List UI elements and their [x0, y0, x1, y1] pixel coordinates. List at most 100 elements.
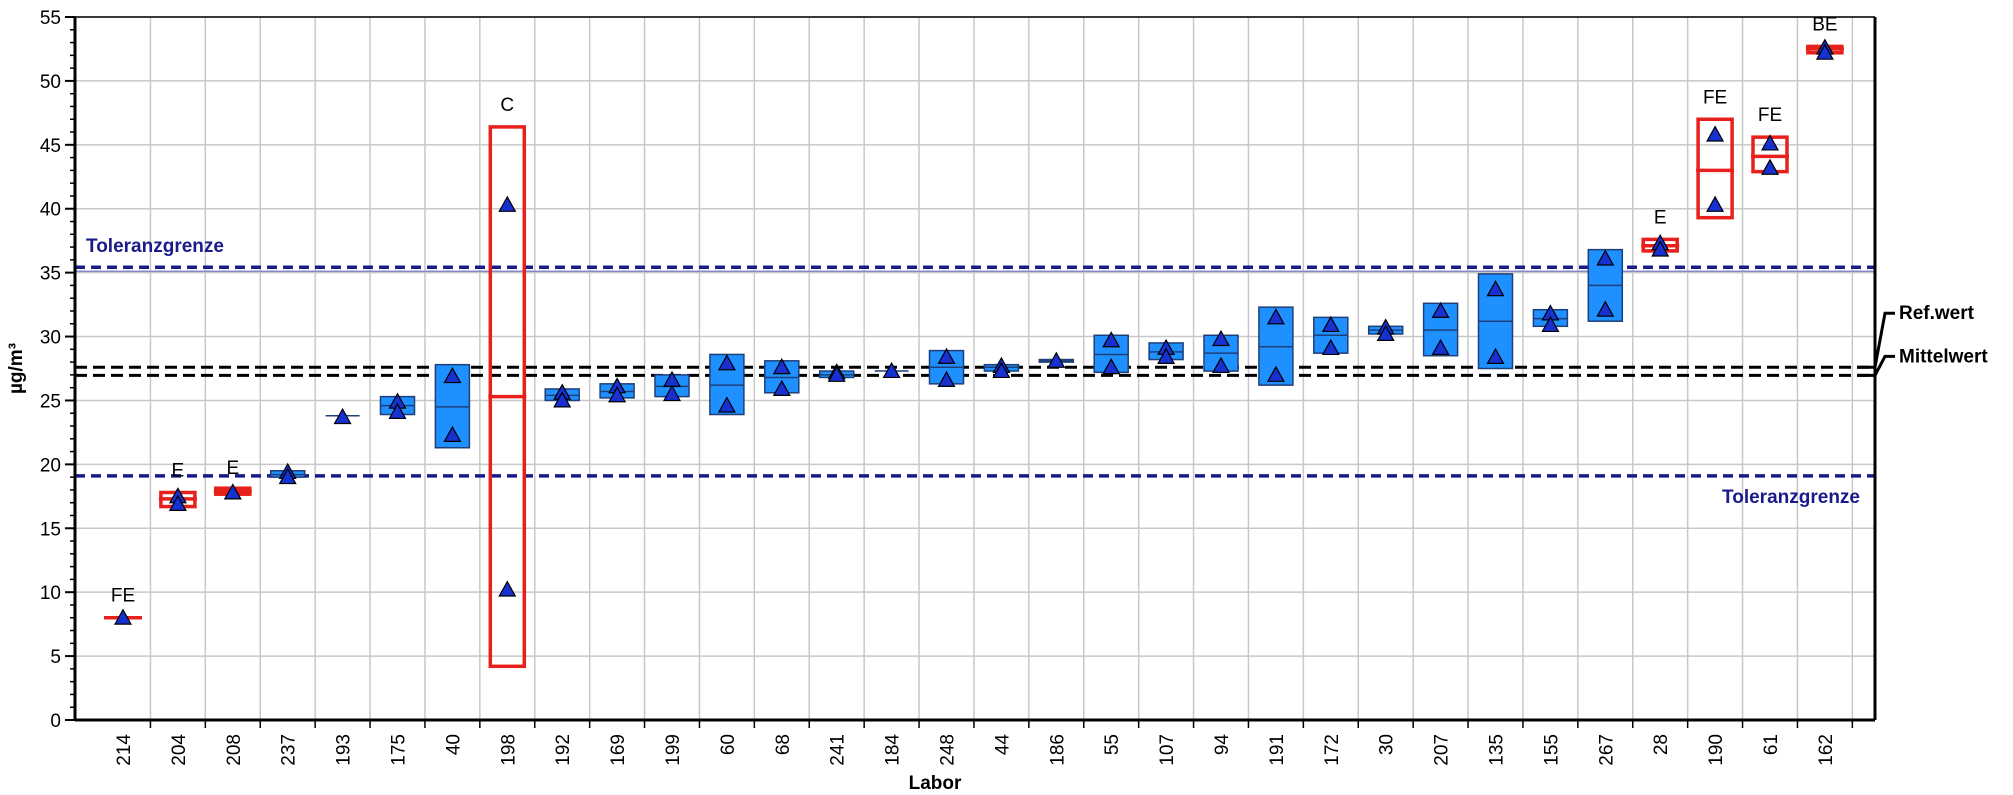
- x-tick-label: 208: [224, 734, 245, 766]
- lab-group-44: [983, 356, 1020, 379]
- x-tick-label: 207: [1432, 734, 1453, 766]
- data-point-triangle: [1102, 331, 1121, 348]
- lab-group-30: [1367, 318, 1404, 341]
- lab-group-208: E: [213, 458, 252, 500]
- flag-label: FE: [1703, 87, 1727, 108]
- data-point-triangle: [1211, 356, 1231, 373]
- data-point-triangle: [1431, 338, 1450, 356]
- y-tick-label: 40: [40, 200, 61, 221]
- lab-group-198: C: [488, 95, 527, 669]
- x-tick-label: 107: [1157, 734, 1178, 766]
- x-tick-label: 192: [553, 734, 574, 766]
- data-point-triangle: [992, 361, 1011, 379]
- data-point-triangle: [937, 347, 956, 364]
- x-tick-label: 68: [773, 734, 794, 755]
- lab-group-55: [1093, 331, 1129, 375]
- x-axis-title: Labor: [909, 773, 962, 794]
- x-tick-label: 94: [1212, 734, 1233, 756]
- data-point-triangle: [827, 365, 846, 382]
- data-point-triangle: [1321, 338, 1340, 356]
- data-point-triangle: [1266, 365, 1285, 382]
- lab-group-186: [1038, 351, 1075, 368]
- data-point-triangle: [1321, 315, 1340, 333]
- data-point-triangle: [113, 608, 133, 625]
- x-tick-label: 28: [1651, 734, 1672, 755]
- flag-label: BE: [1812, 14, 1837, 35]
- x-tick-label: 162: [1816, 734, 1837, 766]
- lab-group-248: [928, 347, 965, 388]
- y-tick-label: 35: [40, 264, 61, 285]
- lab-group-237: [269, 462, 306, 485]
- x-tick-label: 169: [608, 734, 629, 766]
- x-tick-label: 55: [1102, 734, 1123, 755]
- y-tick-label: 15: [40, 519, 61, 540]
- x-tick-label: 60: [718, 734, 739, 755]
- data-point-triangle: [937, 370, 956, 388]
- x-tick-label: 44: [992, 734, 1013, 756]
- lab-group-94: [1203, 329, 1239, 373]
- lab-group-193: [325, 407, 360, 425]
- data-point-triangle: [1431, 301, 1450, 318]
- lab-group-60: [709, 353, 745, 416]
- lab-group-199: [654, 370, 690, 402]
- x-tick-label: 155: [1541, 734, 1562, 766]
- lab-group-241: [818, 363, 855, 382]
- y-tick-label: 50: [40, 72, 61, 93]
- x-tick-label: 193: [334, 734, 355, 766]
- x-tick-label: 191: [1267, 734, 1288, 766]
- flag-label: C: [500, 95, 514, 116]
- y-tick-label: 20: [40, 455, 61, 476]
- x-tick-label: 214: [114, 734, 135, 766]
- x-tick-label: 135: [1487, 734, 1508, 766]
- x-tick-label: 175: [389, 734, 410, 766]
- y-tick-label: 5: [50, 647, 61, 668]
- data-point-triangle: [1102, 357, 1121, 375]
- y-axis-title: µg/m³: [6, 343, 27, 394]
- flag-label: E: [226, 458, 239, 479]
- data-point-triangle: [553, 391, 572, 408]
- x-tick-label: 172: [1322, 734, 1343, 766]
- data-point-triangle: [168, 494, 187, 511]
- data-point-triangle: [772, 357, 791, 375]
- data-marks: FE E E C E FE FE BE: [104, 14, 1844, 669]
- data-point-triangle: [772, 379, 791, 396]
- lab-group-135: [1477, 273, 1514, 370]
- x-tick-label: 184: [883, 734, 904, 766]
- lab-group-267: [1587, 248, 1624, 322]
- lab-group-214: FE: [104, 586, 142, 625]
- data-point-triangle: [443, 366, 462, 384]
- data-point-triangle: [1596, 249, 1615, 266]
- tolerance-label-upper: Toleranzgrenze: [86, 236, 224, 257]
- data-point-triangle: [1486, 347, 1505, 364]
- data-point-triangle: [1651, 240, 1670, 257]
- x-tick-label: 30: [1377, 734, 1398, 755]
- x-tick-label: 198: [498, 734, 519, 766]
- data-point-triangle: [1706, 125, 1725, 142]
- data-point-triangle: [1706, 195, 1725, 212]
- data-point-triangle: [1157, 347, 1176, 364]
- lab-group-68: [764, 357, 800, 396]
- data-point-triangle: [1760, 158, 1780, 175]
- lab-group-184: [874, 361, 909, 379]
- x-tick-label: 237: [279, 734, 300, 766]
- data-point-triangle: [717, 396, 736, 413]
- lab-group-40: [434, 363, 471, 449]
- x-tick-label: 40: [443, 734, 464, 755]
- x-tick-label: 248: [938, 734, 959, 766]
- data-point-triangle: [1815, 43, 1834, 60]
- data-point-triangle: [717, 354, 736, 371]
- lab-group-61: FE: [1751, 105, 1789, 175]
- y-tick-label: 25: [40, 391, 61, 412]
- data-point-triangle: [1376, 324, 1395, 341]
- lab-group-204: E: [158, 460, 197, 511]
- x-tick-label: 190: [1706, 734, 1727, 766]
- lab-group-191: [1258, 306, 1294, 386]
- lab-group-162: BE: [1805, 14, 1844, 60]
- lab-group-155: [1532, 304, 1569, 333]
- data-point-triangle: [1596, 300, 1615, 317]
- reference-lines: Toleranzgrenze Toleranzgrenze Ref.wert Mitt…: [75, 236, 1988, 508]
- mittelwert-label: Mittelwert: [1899, 346, 1988, 367]
- lab-group-192: [544, 383, 580, 408]
- data-point-triangle: [388, 402, 407, 419]
